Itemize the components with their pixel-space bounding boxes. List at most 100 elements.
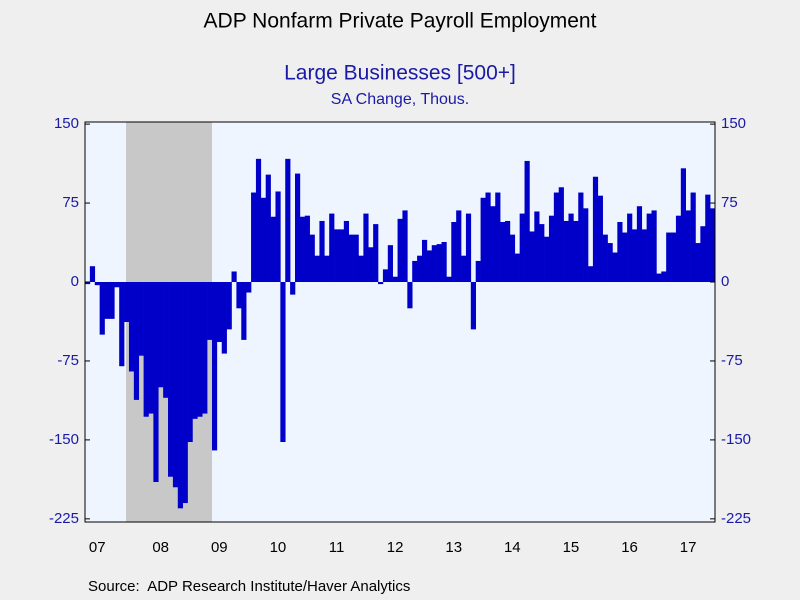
bar bbox=[85, 282, 91, 285]
y-tick-label: 0 bbox=[71, 273, 79, 290]
bar bbox=[207, 282, 213, 340]
bar bbox=[680, 168, 686, 282]
bar bbox=[255, 158, 262, 282]
bar bbox=[583, 208, 589, 282]
bar bbox=[588, 266, 594, 282]
bar bbox=[514, 253, 520, 282]
bar bbox=[441, 242, 447, 282]
bar bbox=[631, 229, 638, 282]
bar bbox=[236, 282, 242, 309]
bar bbox=[710, 208, 716, 282]
bar bbox=[666, 232, 672, 282]
bar bbox=[226, 282, 232, 330]
bar bbox=[382, 269, 389, 282]
bar bbox=[319, 220, 325, 282]
bar bbox=[99, 282, 105, 335]
bar bbox=[544, 236, 550, 282]
bar bbox=[158, 282, 164, 388]
bar bbox=[314, 255, 320, 282]
bar bbox=[456, 210, 462, 282]
bar bbox=[348, 234, 354, 282]
bar bbox=[148, 282, 154, 414]
bar bbox=[651, 210, 657, 282]
bar bbox=[353, 234, 359, 282]
bar bbox=[265, 174, 271, 282]
bar bbox=[451, 222, 457, 282]
bar bbox=[641, 229, 647, 282]
bar bbox=[480, 197, 486, 282]
bar bbox=[172, 282, 179, 488]
bar bbox=[128, 282, 135, 372]
bar bbox=[417, 255, 423, 282]
bar bbox=[392, 276, 398, 282]
bar bbox=[368, 247, 374, 282]
bar bbox=[373, 224, 379, 282]
bar bbox=[168, 282, 174, 477]
bar bbox=[363, 213, 369, 282]
bar bbox=[475, 260, 481, 282]
bar bbox=[446, 276, 452, 282]
x-tick-label: 16 bbox=[621, 539, 638, 556]
bar bbox=[216, 282, 223, 342]
bar bbox=[358, 255, 364, 282]
bar bbox=[607, 243, 613, 282]
bar bbox=[524, 160, 530, 282]
bar bbox=[490, 206, 496, 282]
bar bbox=[700, 226, 706, 282]
bar bbox=[553, 192, 560, 282]
bar bbox=[431, 245, 437, 282]
y-axis-label: SA Change, Thous. bbox=[331, 91, 469, 108]
bar bbox=[597, 195, 603, 282]
x-tick-label: 12 bbox=[387, 539, 404, 556]
bar bbox=[378, 282, 384, 285]
y-tick-label: 150 bbox=[54, 115, 79, 132]
bar bbox=[295, 173, 301, 282]
bar bbox=[251, 192, 257, 282]
bar bbox=[133, 282, 140, 400]
bar bbox=[94, 282, 100, 286]
bar bbox=[534, 211, 540, 282]
y2-tick-label: -150 bbox=[721, 431, 751, 448]
bar bbox=[592, 176, 599, 282]
y-tick-label: -225 bbox=[49, 510, 79, 527]
bar bbox=[143, 282, 149, 417]
bar bbox=[421, 239, 428, 282]
chart-subtitle: Large Businesses [500+] bbox=[284, 62, 516, 85]
bar bbox=[675, 215, 682, 282]
x-tick-label: 13 bbox=[445, 539, 462, 556]
bar bbox=[485, 192, 491, 282]
x-tick-label: 11 bbox=[329, 539, 345, 556]
y-tick-label: -150 bbox=[49, 431, 79, 448]
bar bbox=[334, 229, 340, 282]
bar bbox=[671, 232, 677, 282]
bar bbox=[470, 282, 476, 330]
x-tick-label: 09 bbox=[211, 539, 228, 556]
bar bbox=[285, 158, 291, 282]
chart-title: ADP Nonfarm Private Payroll Employment bbox=[204, 10, 597, 33]
bar bbox=[89, 266, 96, 282]
x-tick-label: 08 bbox=[152, 539, 169, 556]
y2-tick-label: 150 bbox=[721, 115, 746, 132]
bar bbox=[685, 210, 691, 282]
plot-frame bbox=[84, 121, 716, 523]
bar bbox=[211, 282, 218, 451]
bar bbox=[495, 192, 501, 282]
bar bbox=[539, 224, 545, 282]
bar bbox=[187, 282, 193, 442]
bar bbox=[246, 282, 252, 293]
bar bbox=[104, 282, 110, 319]
bar bbox=[153, 282, 159, 482]
bar bbox=[197, 282, 203, 417]
bar bbox=[309, 234, 315, 282]
bar bbox=[612, 252, 618, 282]
bar bbox=[661, 271, 667, 282]
y2-tick-label: -75 bbox=[721, 352, 743, 369]
bar bbox=[622, 232, 628, 282]
bar bbox=[280, 282, 286, 442]
bar bbox=[602, 234, 608, 282]
bar bbox=[636, 206, 643, 282]
bar bbox=[690, 192, 696, 282]
bar bbox=[163, 282, 169, 398]
y2-tick-label: 75 bbox=[721, 194, 738, 211]
bar bbox=[114, 282, 120, 288]
